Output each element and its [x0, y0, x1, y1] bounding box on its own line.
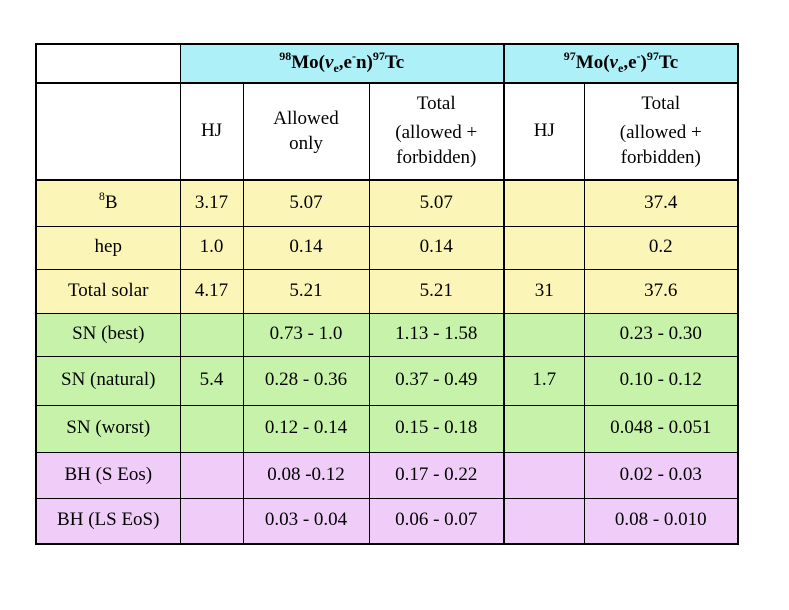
cell-allowed: 0.28 - 0.36: [242, 355, 370, 406]
cell-total2: 37.6: [583, 268, 739, 314]
cell-total2: 0.10 - 0.12: [583, 355, 739, 406]
cell-hj1: [179, 497, 244, 545]
subheader-row: HJ Allowed only Total (allowed + forbidden)…: [35, 82, 739, 181]
cell-total2: 0.08 - 0.010: [583, 497, 739, 545]
cell-hj2: 1.7: [503, 355, 585, 406]
table-row: SN (natural) 5.4 0.28 - 0.36 0.37 - 0.49 1.7…: [35, 355, 739, 406]
cell-total1: 0.15 - 0.18: [368, 404, 505, 453]
mass-number: 97: [563, 49, 576, 64]
cell-hj2: 31: [503, 268, 585, 314]
table-row: BH (S Eos) 0.08 -0.12 0.17 - 0.22 0.02 - 0.…: [35, 451, 739, 499]
electron-text: ,e: [623, 52, 637, 74]
cell-total2: 0.2: [583, 225, 739, 270]
cell-hj1: [179, 451, 244, 499]
cell-label: BH (LS EoS): [35, 497, 181, 545]
cell-hj2: [503, 451, 585, 499]
col-total-2: Total (allowed + forbidden): [583, 82, 739, 181]
cell-label: BH (S Eos): [35, 451, 181, 499]
cell-hj2: [503, 404, 585, 453]
mass-number: 8: [98, 188, 105, 203]
subheader-corner: [35, 82, 181, 181]
nu-subscript: e: [617, 61, 624, 76]
cell-hj1: 1.0: [179, 225, 244, 270]
col-allowed-line: only: [289, 132, 323, 154]
cell-total1: 0.06 - 0.07: [368, 497, 505, 545]
mass-number: 97: [646, 49, 659, 64]
table-row: SN (worst) 0.12 - 0.14 0.15 - 0.18 0.048 - …: [35, 404, 739, 453]
close-paren-text: ): [640, 52, 647, 74]
cell-hj2: [503, 225, 585, 270]
col-total-line: Total: [641, 93, 681, 115]
col-total-line: (allowed +: [395, 122, 478, 144]
col-total-line: (allowed +: [619, 122, 702, 144]
col-total-line: forbidden): [396, 146, 477, 168]
cell-total1: 5.21: [368, 268, 505, 314]
cell-allowed: 0.73 - 1.0: [242, 312, 370, 357]
electron-charge: -: [636, 49, 641, 64]
table-row: Total solar 4.17 5.21 5.21 31 37.6: [35, 268, 739, 314]
table-row: hep 1.0 0.14 0.14 0.2: [35, 225, 739, 270]
cell-allowed: 0.12 - 0.14: [242, 404, 370, 453]
cell-allowed: 0.03 - 0.04: [242, 497, 370, 545]
element-text: Tc: [384, 52, 405, 74]
cell-allowed: 5.21: [242, 268, 370, 314]
cell-label: Total solar: [35, 268, 181, 314]
cell-label: SN (best): [35, 312, 181, 357]
cell-total2: 37.4: [583, 179, 739, 227]
cell-hj1: 5.4: [179, 355, 244, 406]
cell-allowed: 0.08 -0.12: [242, 451, 370, 499]
mass-number: 97: [372, 49, 385, 64]
table-row: BH (LS EoS) 0.03 - 0.04 0.06 - 0.07 0.08 - …: [35, 497, 739, 545]
cell-total1: 0.14: [368, 225, 505, 270]
cell-hj1: 4.17: [179, 268, 244, 314]
cell-hj1: [179, 312, 244, 357]
neutron-text: n): [355, 52, 373, 74]
col-allowed-line: Allowed: [273, 107, 339, 129]
cell-hj2: [503, 179, 585, 227]
electron-charge: -: [351, 49, 356, 64]
cell-allowed: 0.14: [242, 225, 370, 270]
element-text: Mo(: [575, 52, 610, 74]
cell-total2: 0.02 - 0.03: [583, 451, 739, 499]
element-text: Tc: [658, 52, 679, 74]
electron-text: ,e: [338, 52, 352, 74]
mass-number: 98: [279, 49, 292, 64]
cell-hj2: [503, 312, 585, 357]
cell-hj2: [503, 497, 585, 545]
cell-label: 8B: [35, 179, 181, 227]
element-text: B: [104, 191, 118, 213]
nu-symbol: ν: [325, 52, 334, 74]
cell-label: hep: [35, 225, 181, 270]
cell-label: SN (worst): [35, 404, 181, 453]
col-total-line: forbidden): [620, 146, 701, 168]
col-total-line: Total: [416, 93, 456, 115]
cell-total2: 0.23 - 0.30: [583, 312, 739, 357]
cell-total2: 0.048 - 0.051: [583, 404, 739, 453]
cell-total1: 5.07: [368, 179, 505, 227]
header-row: 98Mo(νe,e-n)97Tc 97Mo(νe,e-)97Tc: [35, 43, 739, 84]
cell-allowed: 5.07: [242, 179, 370, 227]
cell-total1: 0.17 - 0.22: [368, 451, 505, 499]
header-reaction-2: 97Mo(νe,e-)97Tc: [503, 43, 739, 84]
neutrino-rate-table: 98Mo(νe,e-n)97Tc 97Mo(νe,e-)97Tc HJ Allo…: [35, 43, 739, 545]
table-body: 8B 3.17 5.07 5.07 37.4 hep 1.0 0.14 0.14 0.2 Total…: [35, 179, 739, 545]
header-reaction-1: 98Mo(νe,e-n)97Tc: [179, 43, 505, 84]
col-allowed-only: Allowed only: [242, 82, 370, 181]
table-row: SN (best) 0.73 - 1.0 1.13 - 1.58 0.23 - 0.3…: [35, 312, 739, 357]
nu-symbol: ν: [609, 52, 618, 74]
cell-label: SN (natural): [35, 355, 181, 406]
nu-subscript: e: [333, 61, 339, 76]
cell-total1: 0.37 - 0.49: [368, 355, 505, 406]
cell-hj1: [179, 404, 244, 453]
cell-hj1: 3.17: [179, 179, 244, 227]
table-row: 8B 3.17 5.07 5.07 37.4: [35, 179, 739, 227]
corner-cell: [35, 43, 181, 84]
element-text: Mo(: [291, 52, 326, 74]
col-hj-2: HJ: [503, 82, 585, 181]
cell-total1: 1.13 - 1.58: [368, 312, 505, 357]
col-hj-1: HJ: [179, 82, 244, 181]
col-total-1: Total (allowed + forbidden): [368, 82, 505, 181]
